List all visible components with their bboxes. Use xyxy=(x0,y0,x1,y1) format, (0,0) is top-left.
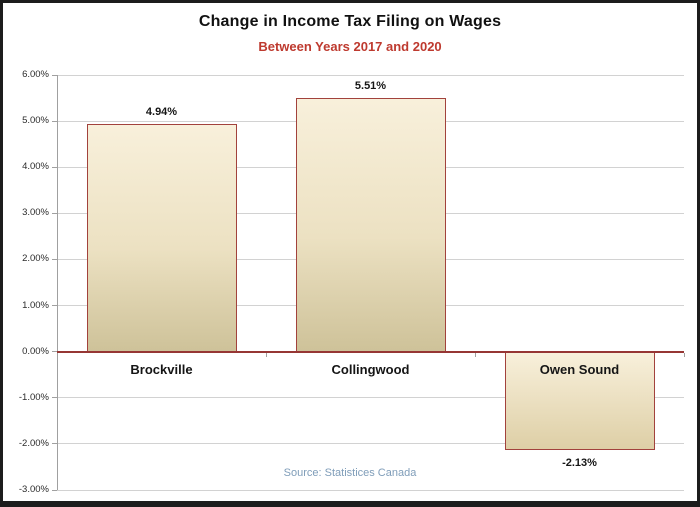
value-label: -2.13% xyxy=(562,456,597,469)
y-axis-line xyxy=(57,75,58,490)
bar-owen-sound xyxy=(504,351,655,450)
y-axis-label: 1.00% xyxy=(22,299,49,311)
y-axis-tick xyxy=(52,212,57,214)
gridline xyxy=(57,74,684,76)
y-axis-tick xyxy=(52,258,57,260)
y-axis-tick xyxy=(52,397,57,399)
bar-collingwood xyxy=(295,97,446,352)
chart-title: Change in Income Tax Filing on Wages xyxy=(198,13,502,30)
gridline xyxy=(57,443,684,445)
category-label: Collingwood xyxy=(331,361,410,377)
y-axis-tick xyxy=(52,166,57,168)
category-label: Brockville xyxy=(130,361,193,377)
y-axis-tick xyxy=(52,305,57,307)
value-label: 4.94% xyxy=(145,105,178,118)
x-axis-tick xyxy=(683,352,685,357)
y-axis-tick xyxy=(52,489,57,491)
zero-axis-line xyxy=(57,350,684,353)
y-axis-label: 2.00% xyxy=(22,253,49,265)
bar-brockville xyxy=(86,123,237,352)
y-axis-label: 6.00% xyxy=(22,69,49,80)
y-axis-label: 5.00% xyxy=(22,115,49,127)
y-axis-label: 0.00% xyxy=(22,345,49,357)
y-axis-label: 4.00% xyxy=(22,161,49,173)
y-axis-label: -1.00% xyxy=(18,391,49,403)
gridline xyxy=(57,397,684,399)
y-axis-tick xyxy=(52,74,57,76)
y-axis-label: -2.00% xyxy=(18,437,49,449)
x-axis-tick xyxy=(265,352,267,357)
y-axis-tick xyxy=(52,443,57,445)
plot-area: 6.00% 5.00% 4.00% 3.00% 2.00% 1.00% 0.00% -1.00… xyxy=(19,69,685,495)
chart-subtitle: Between Years 2017 and 2020 xyxy=(258,39,442,54)
source-note: Source: Statistices Canada xyxy=(283,467,417,479)
x-axis-tick xyxy=(474,352,476,357)
category-label: Owen Sound xyxy=(539,361,620,377)
y-axis-label: 3.00% xyxy=(22,207,49,219)
value-label: 5.51% xyxy=(354,79,387,92)
y-axis-tick xyxy=(52,351,57,353)
x-axis-tick xyxy=(56,352,58,357)
y-axis-label: -3.00% xyxy=(18,484,49,495)
gridline xyxy=(57,489,684,491)
y-axis-tick xyxy=(52,120,57,122)
